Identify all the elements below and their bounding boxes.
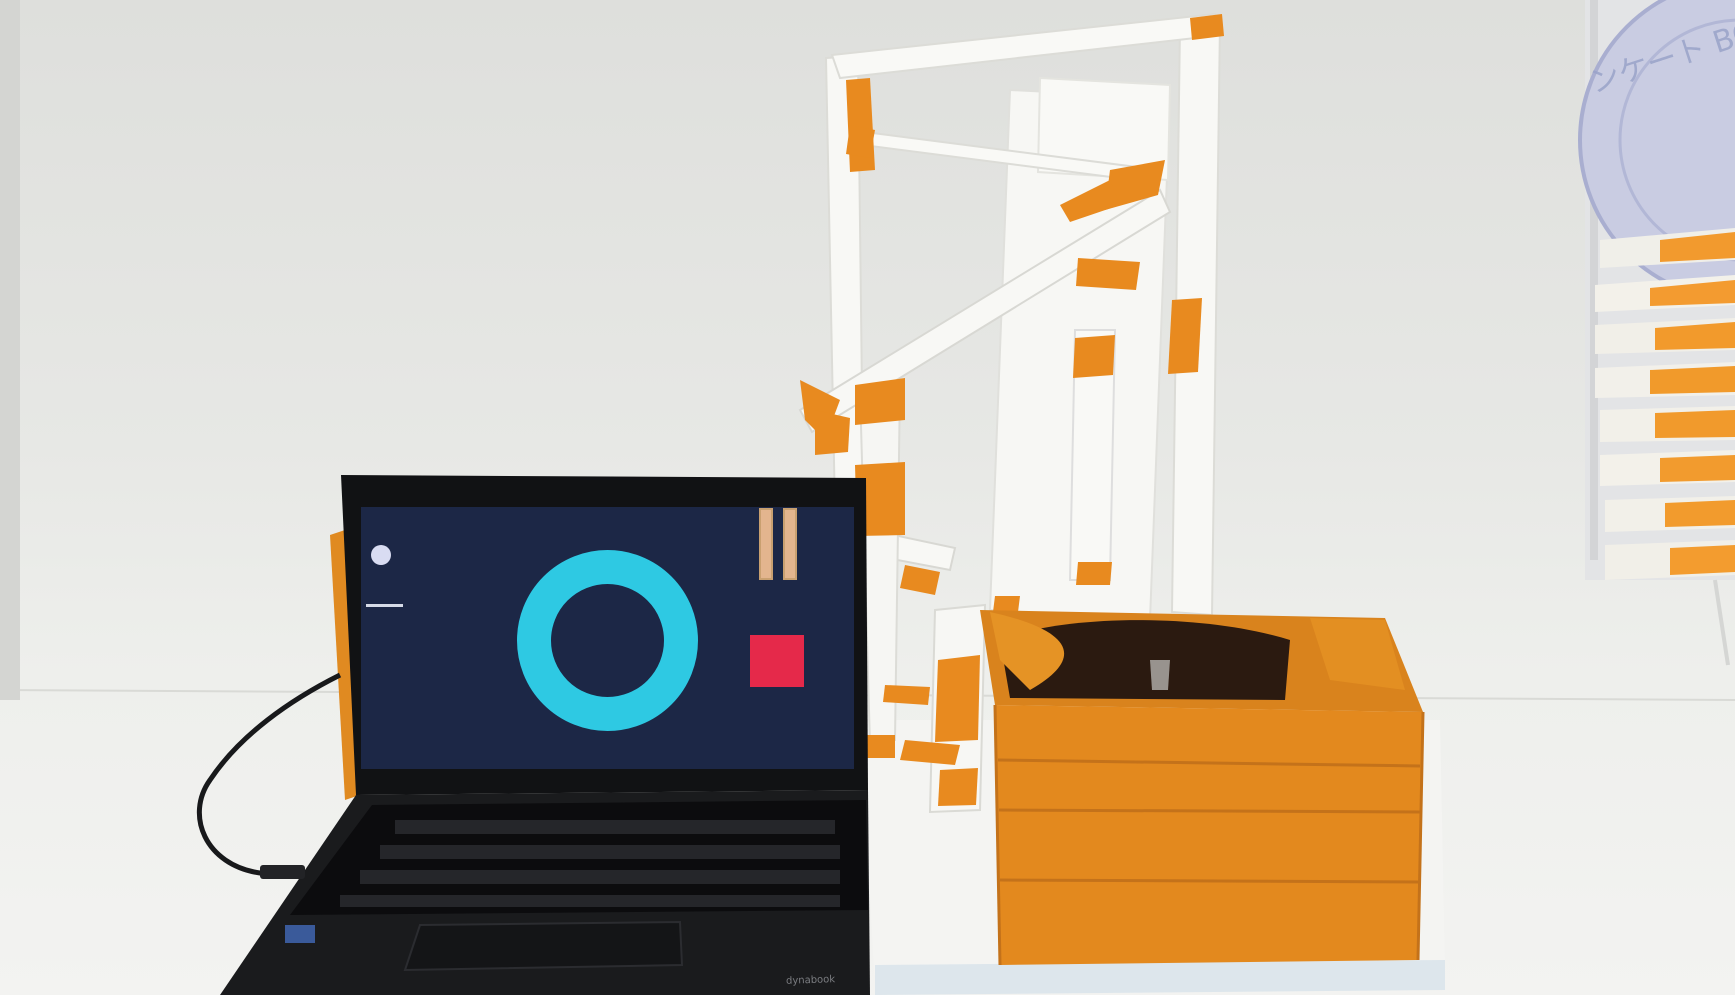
keys [340,820,840,907]
stacked-packs [1595,228,1735,580]
pause-icon[interactable] [759,508,801,580]
pause-bar-left [759,508,773,580]
usb-cable [196,672,342,876]
orange-box [980,610,1425,966]
box-opening [1000,620,1290,700]
background-shelf [1578,0,1735,666]
usb-plug [260,865,305,879]
dash-icon [366,604,403,607]
record-dot-icon[interactable] [371,545,391,565]
touchpad [403,920,684,972]
intel-sticker [285,925,315,943]
left-wall-shadow [0,0,20,700]
pause-bar-right [783,508,797,580]
laptop-screen [361,507,854,769]
backdrop-horizon [0,689,1735,701]
stop-icon[interactable] [750,635,804,687]
ring-icon[interactable] [517,550,698,731]
background-poster [1578,0,1735,302]
lid-tape [330,530,360,800]
orange-tape [800,14,1224,806]
laptop-brand-label: dynabook [785,974,836,987]
